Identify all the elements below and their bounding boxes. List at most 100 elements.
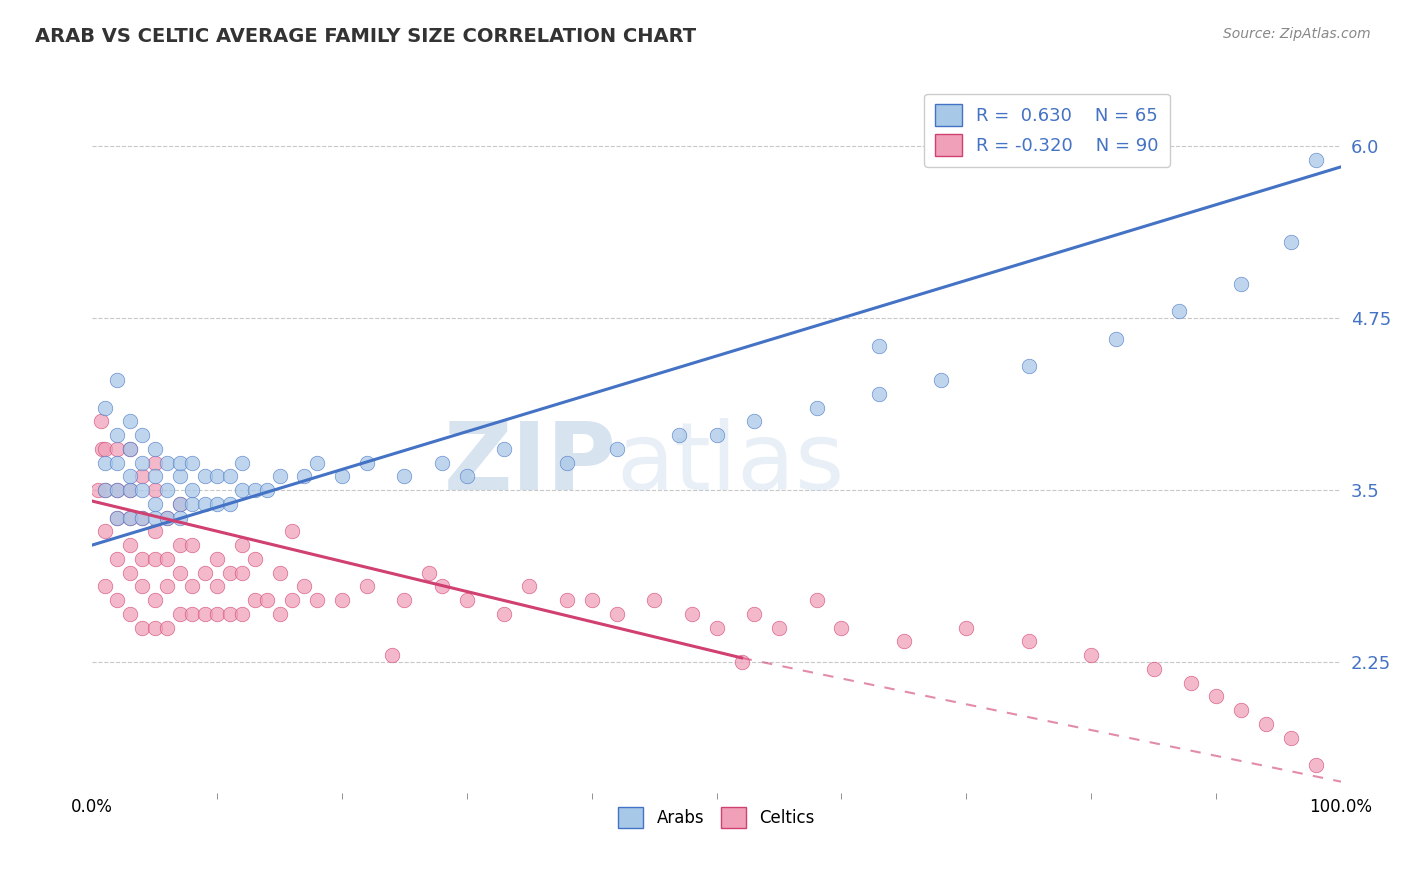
Point <box>131 510 153 524</box>
Point <box>156 456 179 470</box>
Point <box>806 401 828 415</box>
Point <box>105 428 128 442</box>
Point <box>131 456 153 470</box>
Point <box>131 428 153 442</box>
Point <box>181 607 204 621</box>
Point <box>205 579 228 593</box>
Point <box>105 373 128 387</box>
Point <box>456 469 478 483</box>
Point <box>1279 235 1302 250</box>
Point <box>381 648 404 662</box>
Point <box>494 607 516 621</box>
Point <box>156 551 179 566</box>
Point <box>893 634 915 648</box>
Point <box>118 510 141 524</box>
Point <box>118 510 141 524</box>
Point <box>430 456 453 470</box>
Point <box>555 456 578 470</box>
Text: Source: ZipAtlas.com: Source: ZipAtlas.com <box>1223 27 1371 41</box>
Point <box>305 593 328 607</box>
Point <box>281 524 304 539</box>
Point <box>243 483 266 497</box>
Point <box>93 456 115 470</box>
Point <box>118 442 141 456</box>
Point <box>356 579 378 593</box>
Point <box>91 442 114 456</box>
Point <box>105 593 128 607</box>
Point <box>156 483 179 497</box>
Point <box>394 593 416 607</box>
Point <box>330 469 353 483</box>
Point <box>143 456 166 470</box>
Point <box>169 456 191 470</box>
Point <box>105 510 128 524</box>
Point <box>156 621 179 635</box>
Point <box>218 566 240 580</box>
Point <box>131 579 153 593</box>
Point <box>806 593 828 607</box>
Point <box>205 551 228 566</box>
Point <box>1254 717 1277 731</box>
Point <box>955 621 977 635</box>
Point <box>1305 758 1327 772</box>
Point <box>93 579 115 593</box>
Point <box>118 469 141 483</box>
Point <box>1018 634 1040 648</box>
Point <box>294 469 316 483</box>
Point <box>1018 359 1040 374</box>
Point <box>143 621 166 635</box>
Point <box>606 442 628 456</box>
Point <box>118 414 141 428</box>
Point <box>643 593 665 607</box>
Point <box>131 551 153 566</box>
Point <box>181 538 204 552</box>
Point <box>93 401 115 415</box>
Point <box>830 621 852 635</box>
Point <box>169 510 191 524</box>
Point <box>269 469 291 483</box>
Point <box>555 593 578 607</box>
Point <box>1167 304 1189 318</box>
Legend: Arabs, Celtics: Arabs, Celtics <box>612 801 821 834</box>
Point <box>93 442 115 456</box>
Point <box>143 524 166 539</box>
Point <box>181 456 204 470</box>
Point <box>143 510 166 524</box>
Point <box>131 621 153 635</box>
Point <box>218 469 240 483</box>
Point <box>169 497 191 511</box>
Point <box>868 386 890 401</box>
Point <box>156 510 179 524</box>
Point <box>194 607 217 621</box>
Point <box>156 579 179 593</box>
Point <box>269 607 291 621</box>
Point <box>269 566 291 580</box>
Point <box>1080 648 1102 662</box>
Point <box>131 483 153 497</box>
Point <box>706 428 728 442</box>
Point <box>218 497 240 511</box>
Point <box>87 483 110 497</box>
Point <box>118 483 141 497</box>
Point <box>181 483 204 497</box>
Point <box>742 607 765 621</box>
Point <box>394 469 416 483</box>
Point <box>231 483 253 497</box>
Point <box>205 607 228 621</box>
Point <box>194 497 217 511</box>
Point <box>194 469 217 483</box>
Point <box>742 414 765 428</box>
Point <box>93 483 115 497</box>
Point <box>1230 703 1253 717</box>
Point <box>294 579 316 593</box>
Point <box>169 538 191 552</box>
Point <box>256 483 278 497</box>
Text: atlas: atlas <box>617 417 845 509</box>
Point <box>118 607 141 621</box>
Point <box>181 579 204 593</box>
Point <box>93 483 115 497</box>
Point <box>118 538 141 552</box>
Point <box>169 469 191 483</box>
Point <box>90 414 112 428</box>
Point <box>494 442 516 456</box>
